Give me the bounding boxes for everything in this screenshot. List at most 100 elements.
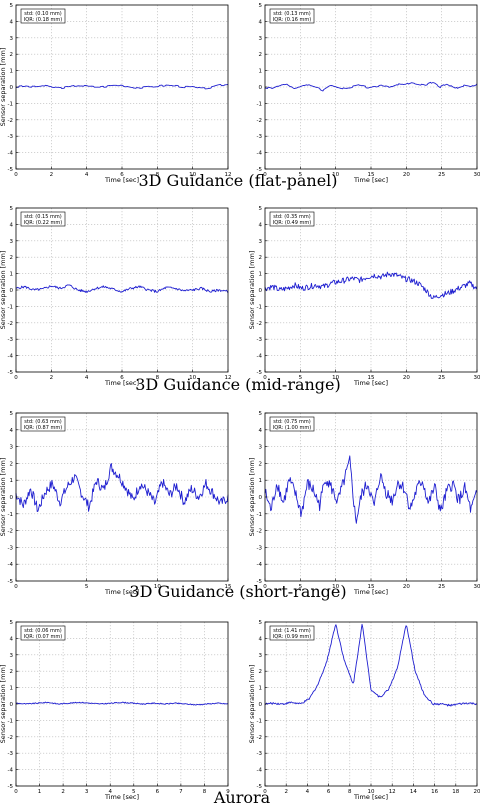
legend-box [269, 416, 315, 432]
legend-std: std: (1.41 mm) [273, 628, 310, 634]
legend-iqr: IQR: (0.22 mm) [24, 220, 62, 226]
x-axis-label: Time [sec] [353, 793, 388, 801]
x-tick-label: 3 [85, 789, 89, 795]
y-tick-label: -4 [257, 151, 263, 157]
series-line [15, 701, 229, 706]
y-tick-label: -1 [257, 304, 262, 310]
y-tick-label: 4 [259, 636, 263, 642]
x-tick-label: 0 [14, 375, 18, 381]
y-tick-label: 2 [10, 461, 14, 467]
x-tick-label: 12 [225, 172, 232, 178]
group-title-mid-range: 3D Guidance (mid-range) [135, 375, 341, 394]
y-tick-label: 0 [259, 495, 263, 501]
y-tick-label: -3 [8, 134, 14, 140]
legend-iqr: IQR: (0.49 mm) [273, 220, 311, 226]
legend-iqr: IQR: (0.07 mm) [24, 634, 62, 640]
legend-std: std: (0.35 mm) [273, 214, 310, 220]
y-tick-label: -2 [257, 321, 262, 327]
y-tick-label: -1 [8, 304, 13, 310]
x-tick-label: 5 [299, 172, 303, 178]
legend-std: std: (0.75 mm) [273, 419, 310, 425]
y-tick-label: 0 [259, 288, 263, 294]
y-tick-label: -4 [257, 562, 263, 568]
x-tick-label: 4 [85, 375, 89, 381]
y-tick-label: -2 [8, 735, 13, 741]
x-tick-label: 25 [438, 375, 445, 381]
x-tick-label: 0 [14, 789, 18, 795]
series-line [264, 271, 478, 299]
y-tick-label: 2 [259, 255, 263, 261]
x-tick-label: 15 [368, 172, 375, 178]
x-tick-label: 4 [306, 789, 310, 795]
x-tick-label: 0 [14, 584, 18, 590]
x-tick-label: 10 [189, 172, 196, 178]
y-tick-label: -1 [8, 718, 13, 724]
legend-box [20, 211, 66, 227]
x-axis-label: Time [sec] [353, 176, 388, 184]
legend-std: std: (0.10 mm) [24, 11, 61, 17]
x-tick-label: 25 [438, 584, 445, 590]
y-tick-label: -4 [8, 562, 14, 568]
x-tick-label: 0 [263, 789, 267, 795]
legend-iqr: IQR: (0.99 mm) [273, 634, 311, 640]
x-tick-label: 20 [403, 172, 410, 178]
y-tick-label: -5 [8, 167, 14, 173]
series-line [264, 455, 478, 524]
y-tick-label: 4 [10, 428, 14, 434]
x-tick-label: 8 [203, 789, 207, 795]
y-tick-label: -1 [8, 512, 13, 518]
y-tick-label: -1 [257, 101, 262, 107]
legend-iqr: IQR: (1.00 mm) [273, 425, 311, 431]
y-tick-label: -3 [8, 545, 14, 551]
y-tick-label: -5 [257, 784, 263, 790]
x-tick-label: 6 [120, 375, 124, 381]
series-line [264, 81, 478, 92]
legend-box [20, 8, 66, 24]
x-tick-label: 10 [332, 172, 339, 178]
y-tick-label: 2 [259, 461, 263, 467]
x-tick-label: 2 [50, 375, 54, 381]
y-tick-label: 3 [259, 239, 263, 245]
y-tick-label: -4 [257, 768, 263, 774]
x-tick-label: 0 [263, 172, 267, 178]
x-tick-label: 4 [85, 172, 89, 178]
x-axis-label: Time [sec] [104, 176, 139, 184]
y-tick-label: -4 [8, 768, 14, 774]
y-tick-label: 3 [10, 653, 14, 659]
x-tick-label: 6 [120, 172, 124, 178]
y-tick-label: 1 [259, 686, 263, 692]
x-tick-label: 14 [410, 789, 417, 795]
y-tick-label: 3 [259, 445, 263, 451]
legend-box [20, 416, 66, 432]
x-tick-label: 30 [474, 584, 480, 590]
y-tick-label: -2 [257, 529, 262, 535]
x-tick-label: 2 [50, 172, 54, 178]
legend-iqr: IQR: (0.87 mm) [24, 425, 62, 431]
y-tick-label: 1 [10, 272, 14, 278]
y-tick-label: 1 [10, 478, 14, 484]
x-tick-label: 15 [225, 584, 232, 590]
x-tick-label: 6 [327, 789, 331, 795]
x-tick-label: 15 [368, 375, 375, 381]
y-axis-label: Sensor separation [mm] [248, 458, 256, 537]
x-tick-label: 12 [225, 375, 232, 381]
y-tick-label: 3 [259, 653, 263, 659]
y-tick-label: 5 [10, 620, 14, 626]
y-tick-label: -5 [8, 579, 14, 585]
y-tick-label: 2 [10, 669, 14, 675]
x-tick-label: 10 [332, 584, 339, 590]
y-tick-label: 5 [259, 411, 263, 417]
y-tick-label: -5 [257, 167, 263, 173]
y-tick-label: 3 [10, 239, 14, 245]
x-tick-label: 12 [389, 789, 396, 795]
y-tick-label: -1 [8, 101, 13, 107]
y-tick-label: -4 [8, 354, 14, 360]
x-tick-label: 8 [348, 789, 352, 795]
legend-iqr: IQR: (0.16 mm) [273, 17, 311, 23]
y-tick-label: 0 [259, 85, 263, 91]
y-tick-label: -1 [257, 718, 262, 724]
subplot-5: 0 5 10 15 -5 -4 -3 -2 -1 0 1 2 3 4 5 Time [sec] Sensor s… [0, 411, 232, 596]
y-tick-label: -1 [257, 512, 262, 518]
